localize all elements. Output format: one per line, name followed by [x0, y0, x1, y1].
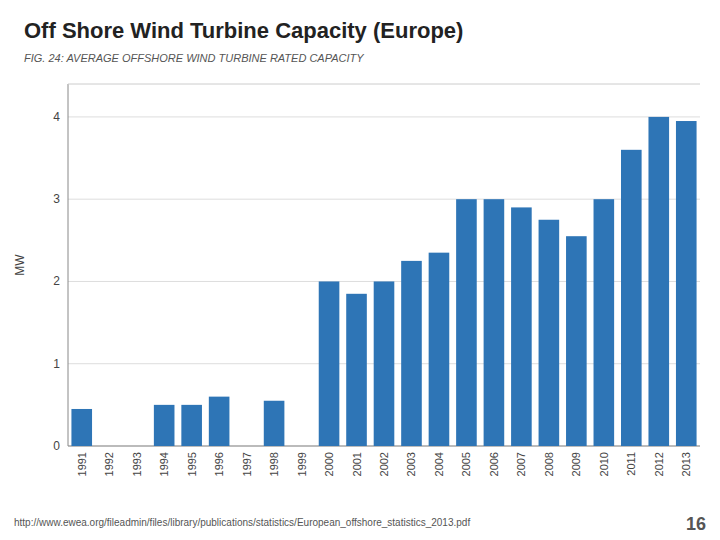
x-tick-label: 2008	[543, 452, 555, 476]
x-tick-label: 2012	[653, 452, 665, 476]
plot-top-frame	[68, 84, 700, 85]
bar	[264, 401, 285, 446]
x-tick-label: 2002	[378, 452, 390, 476]
bar	[429, 253, 450, 446]
bar	[621, 150, 642, 446]
bar	[484, 199, 505, 446]
x-tick-label: 1999	[296, 452, 308, 476]
bar	[566, 236, 587, 446]
x-tick-label: 2003	[405, 452, 417, 476]
x-tick-label: 2010	[598, 452, 610, 476]
x-tick-label: 1994	[158, 452, 170, 476]
bar	[374, 281, 395, 446]
x-tick-label: 1998	[268, 452, 280, 476]
title: Off Shore Wind Turbine Capacity (Europe)	[24, 18, 463, 43]
y-tick-label: 2	[53, 274, 60, 288]
bar	[209, 397, 230, 446]
bar	[319, 281, 340, 446]
y-tick-label: 0	[53, 439, 60, 453]
grid-line	[68, 116, 700, 117]
x-ticks: 1991 1992 1993 1994 1995 1996 1997 1998 1999 2000…	[76, 452, 693, 476]
bar	[511, 207, 532, 446]
footer: http://www.ewea.org/fileadmin/files/libr…	[14, 517, 470, 528]
x-tick-label: 1996	[213, 452, 225, 476]
bar	[291, 446, 312, 447]
x-tick-label: 2001	[351, 452, 363, 476]
y-axis-label: MW	[13, 254, 27, 276]
bar	[594, 199, 615, 446]
x-tick-label: 2011	[625, 452, 637, 476]
bar	[346, 294, 367, 446]
x-tick-label: 2000	[323, 452, 335, 476]
bar	[456, 199, 477, 446]
y-tick-label: 1	[53, 357, 60, 371]
bar	[236, 446, 257, 447]
bar	[181, 405, 202, 446]
x-tick-label: 2013	[680, 452, 692, 476]
x-tick-label: 2005	[460, 452, 472, 476]
axes: 0 1 2 3 4 MW	[13, 84, 700, 453]
bar	[154, 405, 175, 446]
bar	[126, 446, 147, 447]
y-tick-label: 4	[53, 110, 60, 124]
bar	[648, 117, 669, 446]
subtitle: FIG. 24: AVERAGE OFFSHORE WIND TURBINE R…	[24, 52, 364, 64]
bars	[71, 117, 696, 446]
y-tick-label: 3	[53, 192, 60, 206]
x-tick-label: 1991	[76, 452, 88, 476]
bar	[401, 261, 422, 446]
chart: Off Shore Wind Turbine Capacity (Europe)…	[0, 0, 720, 540]
x-tick-label: 2009	[570, 452, 582, 476]
x-tick-label: 2007	[515, 452, 527, 476]
x-tick-label: 1992	[103, 452, 115, 476]
bar	[539, 220, 560, 446]
bar	[99, 446, 120, 447]
y-axis-line	[68, 84, 69, 446]
bar	[71, 409, 92, 446]
bar	[676, 121, 697, 446]
x-tick-label: 1993	[131, 452, 143, 476]
x-tick-label: 1997	[241, 452, 253, 476]
x-tick-label: 2004	[433, 452, 445, 476]
page-number: 16	[686, 514, 706, 534]
x-tick-label: 1995	[186, 452, 198, 476]
x-tick-label: 2006	[488, 452, 500, 476]
